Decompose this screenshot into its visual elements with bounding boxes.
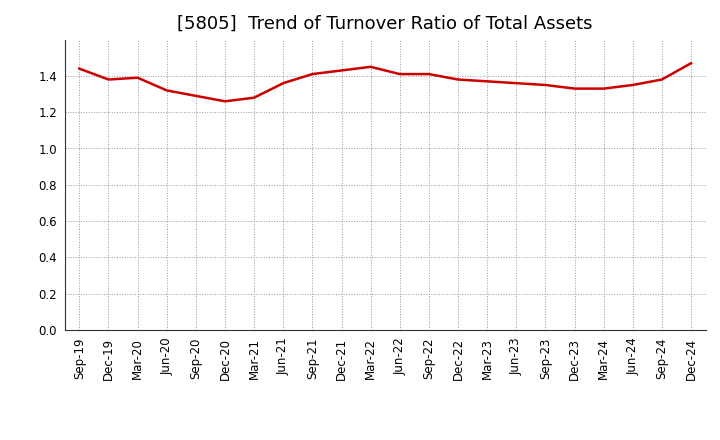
Title: [5805]  Trend of Turnover Ratio of Total Assets: [5805] Trend of Turnover Ratio of Total … bbox=[177, 15, 593, 33]
